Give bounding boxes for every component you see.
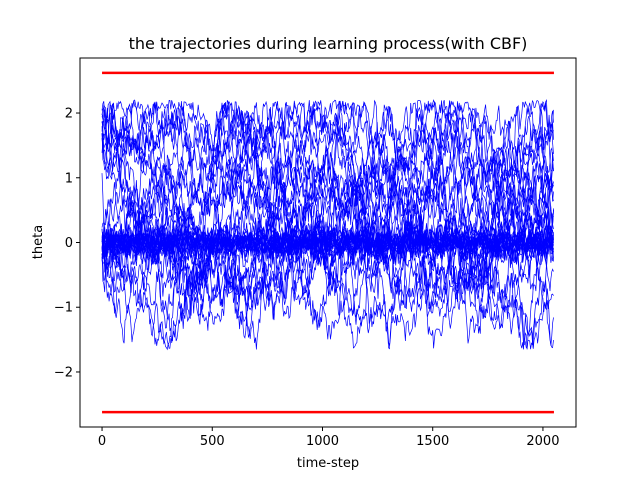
x-tick-label: 500 [200,434,225,449]
y-axis: −2 −1 0 1 2 [54,107,80,380]
trajectory-line [101,100,554,284]
trajectory-line [101,99,554,286]
trajectory-line [101,221,554,265]
x-tick-label: 1000 [306,434,339,449]
trajectories [101,98,554,351]
y-tick-label: 0 [65,236,73,251]
x-tick-label: 0 [98,434,106,449]
trajectory-line [101,163,554,350]
trajectory-line [101,100,554,217]
chart-title: the trajectories during learning process… [129,34,528,53]
x-tick-label: 2000 [526,434,559,449]
trajectory-line [101,118,554,314]
y-axis-label: theta [31,225,46,259]
trajectory-line [101,101,554,331]
trajectory-line [101,159,554,349]
plot-area [101,71,554,414]
x-axis: 0 500 1000 1500 2000 [98,427,559,449]
trajectory-line [101,99,554,261]
y-tick-label: −2 [54,365,73,380]
y-tick-label: 2 [65,107,73,122]
x-axis-label: time-step [297,456,359,471]
trajectory-line [101,102,554,269]
trajectory-line [101,102,554,312]
y-tick-label: 1 [65,171,73,186]
trajectory-line [101,168,554,350]
axes-frame [79,57,577,428]
trajectory-line [101,102,554,299]
trajectory-line [101,220,554,266]
x-tick-label: 1500 [416,434,449,449]
y-tick-label: −1 [54,301,73,316]
